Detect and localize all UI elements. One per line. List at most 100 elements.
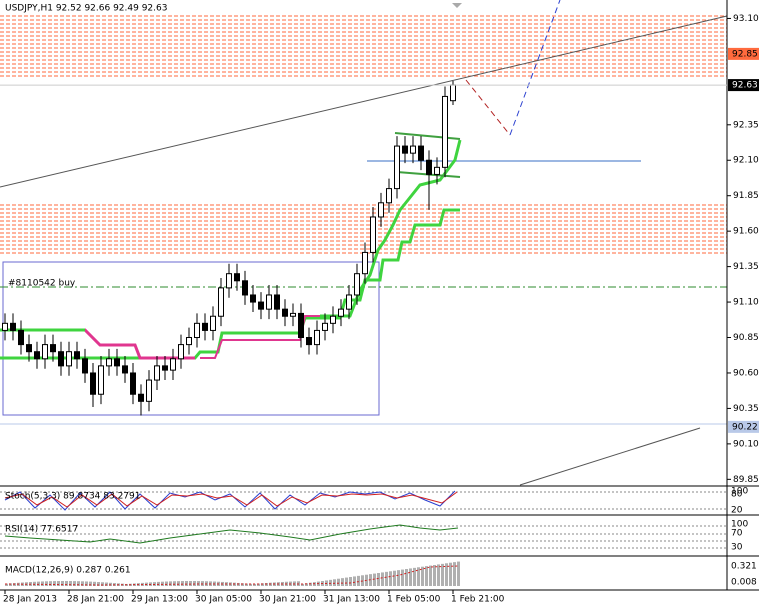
y-tick-label: 92.35 bbox=[733, 120, 759, 130]
price-marker-label: 92.63 bbox=[732, 81, 758, 91]
x-tick-label: 30 Jan 21:00 bbox=[259, 595, 316, 605]
x-tick-label: 28 Jan 21:00 bbox=[67, 595, 124, 605]
macd-bar bbox=[109, 582, 112, 586]
y-tick-label: 90.35 bbox=[733, 404, 759, 414]
candle-body bbox=[106, 358, 112, 367]
candle-body bbox=[354, 273, 360, 296]
rsi-label: RSI(14) 77.6517 bbox=[5, 525, 78, 535]
channel-line bbox=[394, 132, 461, 140]
candle-body bbox=[114, 358, 120, 367]
price-marker bbox=[728, 47, 759, 60]
projection-line bbox=[509, 0, 561, 136]
macd-bar bbox=[453, 562, 456, 586]
macd-bar bbox=[57, 581, 60, 586]
candle-body bbox=[98, 365, 104, 395]
macd-bar bbox=[193, 581, 196, 586]
candle-body bbox=[210, 315, 216, 331]
macd-bar bbox=[5, 583, 8, 586]
candle-body bbox=[346, 294, 352, 310]
x-tick-label: 28 Jan 2013 bbox=[3, 595, 57, 605]
macd-bar bbox=[373, 573, 376, 586]
macd-bar bbox=[341, 578, 344, 586]
candle-body bbox=[218, 287, 224, 317]
macd-bar bbox=[409, 568, 412, 586]
macd-bar bbox=[61, 581, 64, 586]
stoch-signal bbox=[4, 491, 458, 508]
candle-body bbox=[170, 358, 176, 371]
candles bbox=[2, 80, 456, 416]
candle-body bbox=[234, 273, 240, 282]
candle-body bbox=[314, 329, 320, 346]
macd-bar bbox=[353, 576, 356, 586]
macd-bar bbox=[333, 579, 336, 586]
macd-bar bbox=[405, 569, 408, 586]
macd-bar bbox=[253, 583, 256, 586]
macd-bar bbox=[261, 583, 264, 586]
y-tick-label: 89.85 bbox=[733, 475, 759, 485]
macd-bar bbox=[425, 566, 428, 586]
macd-bar bbox=[241, 583, 244, 586]
macd-bar bbox=[169, 581, 172, 586]
macd-bar bbox=[81, 581, 84, 586]
candle-body bbox=[290, 312, 296, 317]
candle-body bbox=[418, 145, 424, 161]
y-tick-label: 91.35 bbox=[733, 262, 759, 272]
macd-bar bbox=[245, 583, 248, 586]
stoch-main bbox=[4, 490, 456, 511]
candle-body bbox=[66, 351, 72, 367]
candle-body bbox=[306, 337, 312, 346]
macd-bar bbox=[41, 581, 44, 586]
macd-bar bbox=[413, 567, 416, 586]
candle-body bbox=[282, 308, 288, 317]
macd-label: MACD(12,26,9) 0.287 0.261 bbox=[5, 566, 131, 576]
macd-bar bbox=[69, 581, 72, 586]
macd-bar bbox=[381, 572, 384, 586]
candle-body bbox=[34, 351, 40, 360]
candle-body bbox=[370, 216, 376, 253]
y-tick-label: 92.10 bbox=[733, 156, 759, 166]
candle-body bbox=[50, 344, 56, 353]
macd-bar bbox=[385, 571, 388, 586]
y-tick-label: 91.10 bbox=[733, 298, 759, 308]
candle-body bbox=[258, 301, 264, 310]
macd-bar bbox=[173, 581, 176, 586]
macd-bar bbox=[93, 581, 96, 586]
candle-body bbox=[42, 344, 48, 360]
candle-body bbox=[450, 84, 456, 102]
macd-bar bbox=[337, 578, 340, 586]
candle-body bbox=[202, 322, 208, 331]
y-tick-label: 90.60 bbox=[733, 368, 759, 378]
candle-body bbox=[242, 280, 248, 296]
candle-body bbox=[426, 159, 432, 175]
shift-marker bbox=[452, 3, 462, 8]
macd-bar bbox=[89, 581, 92, 586]
candle-body bbox=[130, 372, 136, 395]
rsi-tick: 70 bbox=[731, 529, 743, 539]
candle-body bbox=[194, 322, 200, 339]
candle-body bbox=[434, 166, 440, 175]
macd-bar bbox=[449, 562, 452, 586]
macd-bar bbox=[85, 581, 88, 586]
y-tick-label: 91.85 bbox=[733, 191, 759, 201]
zones bbox=[0, 15, 727, 254]
macd-tick: 0.008 bbox=[731, 578, 757, 588]
macd-bar bbox=[65, 581, 68, 586]
macd-bar bbox=[437, 564, 440, 586]
candle-body bbox=[226, 273, 232, 289]
rectangle-object bbox=[2, 261, 380, 416]
macd-bar bbox=[357, 575, 360, 586]
candle-body bbox=[26, 344, 32, 353]
macd-bar bbox=[249, 583, 252, 586]
macd-bar bbox=[393, 570, 396, 586]
macd-bar bbox=[105, 582, 108, 586]
price-marker bbox=[728, 79, 759, 92]
candle-body bbox=[162, 365, 168, 371]
price-marker bbox=[728, 420, 759, 433]
macd-bar bbox=[77, 581, 80, 586]
macd-bar bbox=[101, 582, 104, 586]
macd-bar bbox=[49, 581, 52, 586]
trendline bbox=[519, 427, 701, 486]
candle-body bbox=[386, 188, 392, 204]
candle-body bbox=[250, 294, 256, 303]
